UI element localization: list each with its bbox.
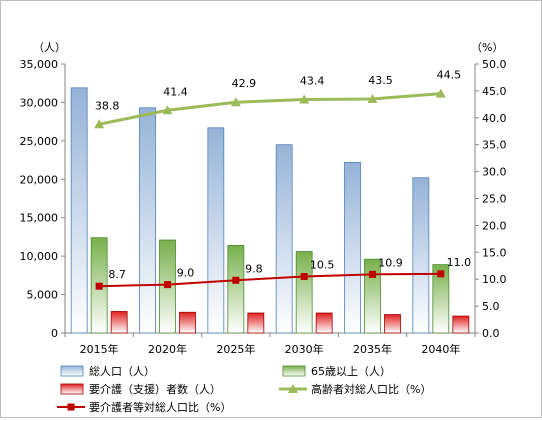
bar-total-population — [275, 144, 293, 334]
bar-total-population — [412, 177, 430, 334]
left-tick-label: 5,000 — [27, 289, 59, 302]
left-tick-label: 30,000 — [20, 96, 59, 109]
bar-care-recipients — [247, 312, 265, 334]
point-care-ratio — [437, 270, 445, 278]
x-tick-label: 2040年 — [421, 342, 460, 356]
right-tick-label: 10.0 — [482, 273, 507, 286]
point-care-ratio — [164, 281, 171, 289]
right-tick-label: 45.0 — [482, 85, 507, 98]
right-tick-label: 50.0 — [482, 58, 507, 71]
bar-care-recipients — [452, 315, 470, 334]
left-axis-unit: （人） — [33, 41, 66, 54]
left-tick-label: 25,000 — [20, 135, 59, 148]
bar-age65-plus — [295, 251, 313, 334]
bar-age65-plus — [364, 258, 381, 334]
point-elderly-ratio — [435, 88, 446, 98]
right-tick-label: 35.0 — [482, 139, 507, 152]
data-label-care-ratio: 10.5 — [310, 259, 335, 272]
left-tick-label: 0 — [51, 327, 58, 340]
bar-total-population — [70, 87, 88, 334]
right-tick-label: 40.0 — [482, 112, 507, 125]
left-tick-label: 20,000 — [20, 173, 59, 186]
point-care-ratio — [369, 270, 376, 278]
bar-age65-plus — [432, 264, 450, 334]
bar-care-recipients — [110, 311, 128, 334]
legend-care-recipients-swatch — [60, 383, 84, 395]
point-elderly-ratio — [230, 97, 241, 107]
right-tick-label: 0.0 — [482, 327, 500, 340]
left-tick-label: 15,000 — [20, 212, 59, 225]
bar-total-population — [207, 127, 225, 334]
legend-total-population-swatch — [60, 365, 84, 377]
legend-elderly-ratio-marker — [288, 384, 298, 393]
right-axis-unit: （%） — [471, 41, 503, 54]
point-care-ratio — [300, 273, 308, 281]
legend-care-recipients-label: 要介護（支援）者数（人） — [89, 382, 221, 396]
point-elderly-ratio — [367, 93, 378, 103]
line-care-ratio — [99, 272, 441, 288]
legend-care-ratio-marker — [67, 403, 75, 411]
point-elderly-ratio — [162, 105, 173, 115]
point-elderly-ratio — [94, 119, 105, 129]
legend-total-population-label: 総人口（人） — [89, 364, 155, 378]
legend-age65-plus-label: 65歳以上（人） — [311, 365, 391, 378]
point-elderly-ratio — [299, 94, 310, 104]
data-label-care-ratio: 11.0 — [447, 256, 472, 269]
x-tick-label: 2025年 — [216, 342, 255, 356]
x-tick-label: 2035年 — [353, 342, 392, 356]
bar-care-recipients — [315, 312, 333, 334]
data-label-elderly-ratio: 44.5 — [437, 69, 462, 82]
right-tick-label: 15.0 — [482, 246, 507, 259]
data-label-care-ratio: 8.7 — [108, 268, 126, 281]
left-tick-label: 35,000 — [20, 58, 59, 71]
bar-total-population — [344, 161, 361, 334]
point-care-ratio — [232, 276, 240, 284]
bar-care-recipients — [179, 311, 196, 334]
data-label-care-ratio: 9.0 — [177, 267, 195, 280]
data-label-elderly-ratio: 42.9 — [232, 77, 257, 90]
bar-age65-plus — [227, 244, 245, 334]
right-tick-label: 20.0 — [482, 219, 507, 232]
x-tick-label: 2030年 — [285, 342, 324, 356]
x-tick-label: 2020年 — [148, 342, 187, 356]
bar-care-recipients — [384, 314, 401, 334]
legend-care-ratio-label: 要介護者等対総人口比（%） — [89, 400, 231, 414]
data-label-elderly-ratio: 38.8 — [95, 99, 120, 112]
data-label-elderly-ratio: 41.4 — [163, 85, 188, 98]
left-tick-label: 10,000 — [20, 250, 59, 263]
point-care-ratio — [95, 282, 103, 290]
right-tick-label: 30.0 — [482, 166, 507, 179]
legend-elderly-ratio-label: 高齢者対総人口比（%） — [311, 382, 431, 396]
x-tick-label: 2015年 — [80, 342, 119, 356]
legend-age65-plus-swatch — [282, 365, 306, 377]
bar-total-population — [139, 107, 156, 334]
right-tick-label: 5.0 — [482, 300, 500, 313]
right-tick-label: 25.0 — [482, 193, 507, 206]
data-label-care-ratio: 10.9 — [378, 256, 403, 269]
line-elderly-ratio — [98, 92, 441, 126]
data-label-care-ratio: 9.8 — [245, 262, 263, 275]
data-label-elderly-ratio: 43.5 — [368, 74, 393, 87]
data-label-elderly-ratio: 43.4 — [300, 75, 325, 88]
